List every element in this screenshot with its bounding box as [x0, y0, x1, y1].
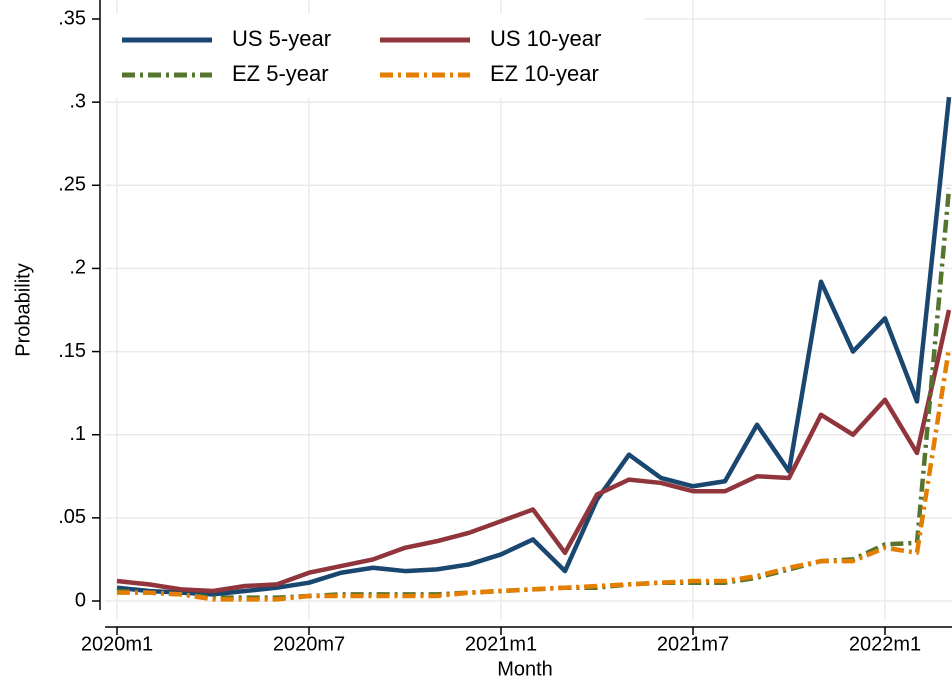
x-tick-label: 2021m1	[465, 633, 537, 655]
x-tick-label: 2021m7	[657, 633, 729, 655]
legend-box	[104, 14, 644, 98]
series-line	[116, 96, 952, 597]
y-tick-label: .25	[58, 174, 86, 196]
series-line	[117, 347, 952, 602]
series-line	[116, 309, 952, 594]
legend-label: EZ 5-year	[232, 61, 329, 86]
y-tick-label: .2	[69, 257, 86, 279]
legend: US 5-year US 10-year EZ 5-year EZ 10-year	[104, 14, 644, 98]
legend-label: EZ 10-year	[490, 61, 599, 86]
y-axis-title: Probability	[12, 263, 34, 356]
x-axis-title: Month	[497, 658, 553, 680]
x-tick-label: 2020m1	[81, 633, 153, 655]
y-tick-label: .05	[58, 506, 86, 528]
legend-label: US 5-year	[232, 26, 331, 51]
y-tick-label: .3	[69, 90, 86, 112]
grid	[105, 0, 952, 620]
x-tick-label: 2022m1	[849, 633, 921, 655]
series-line	[116, 188, 952, 600]
x-tick-label: 2020m7	[273, 633, 345, 655]
y-tick-label: 0	[75, 589, 86, 611]
y-tick-label: .35	[58, 7, 86, 29]
y-tick-label: .15	[58, 340, 86, 362]
y-tick-label: .1	[69, 423, 86, 445]
legend-label: US 10-year	[490, 26, 601, 51]
